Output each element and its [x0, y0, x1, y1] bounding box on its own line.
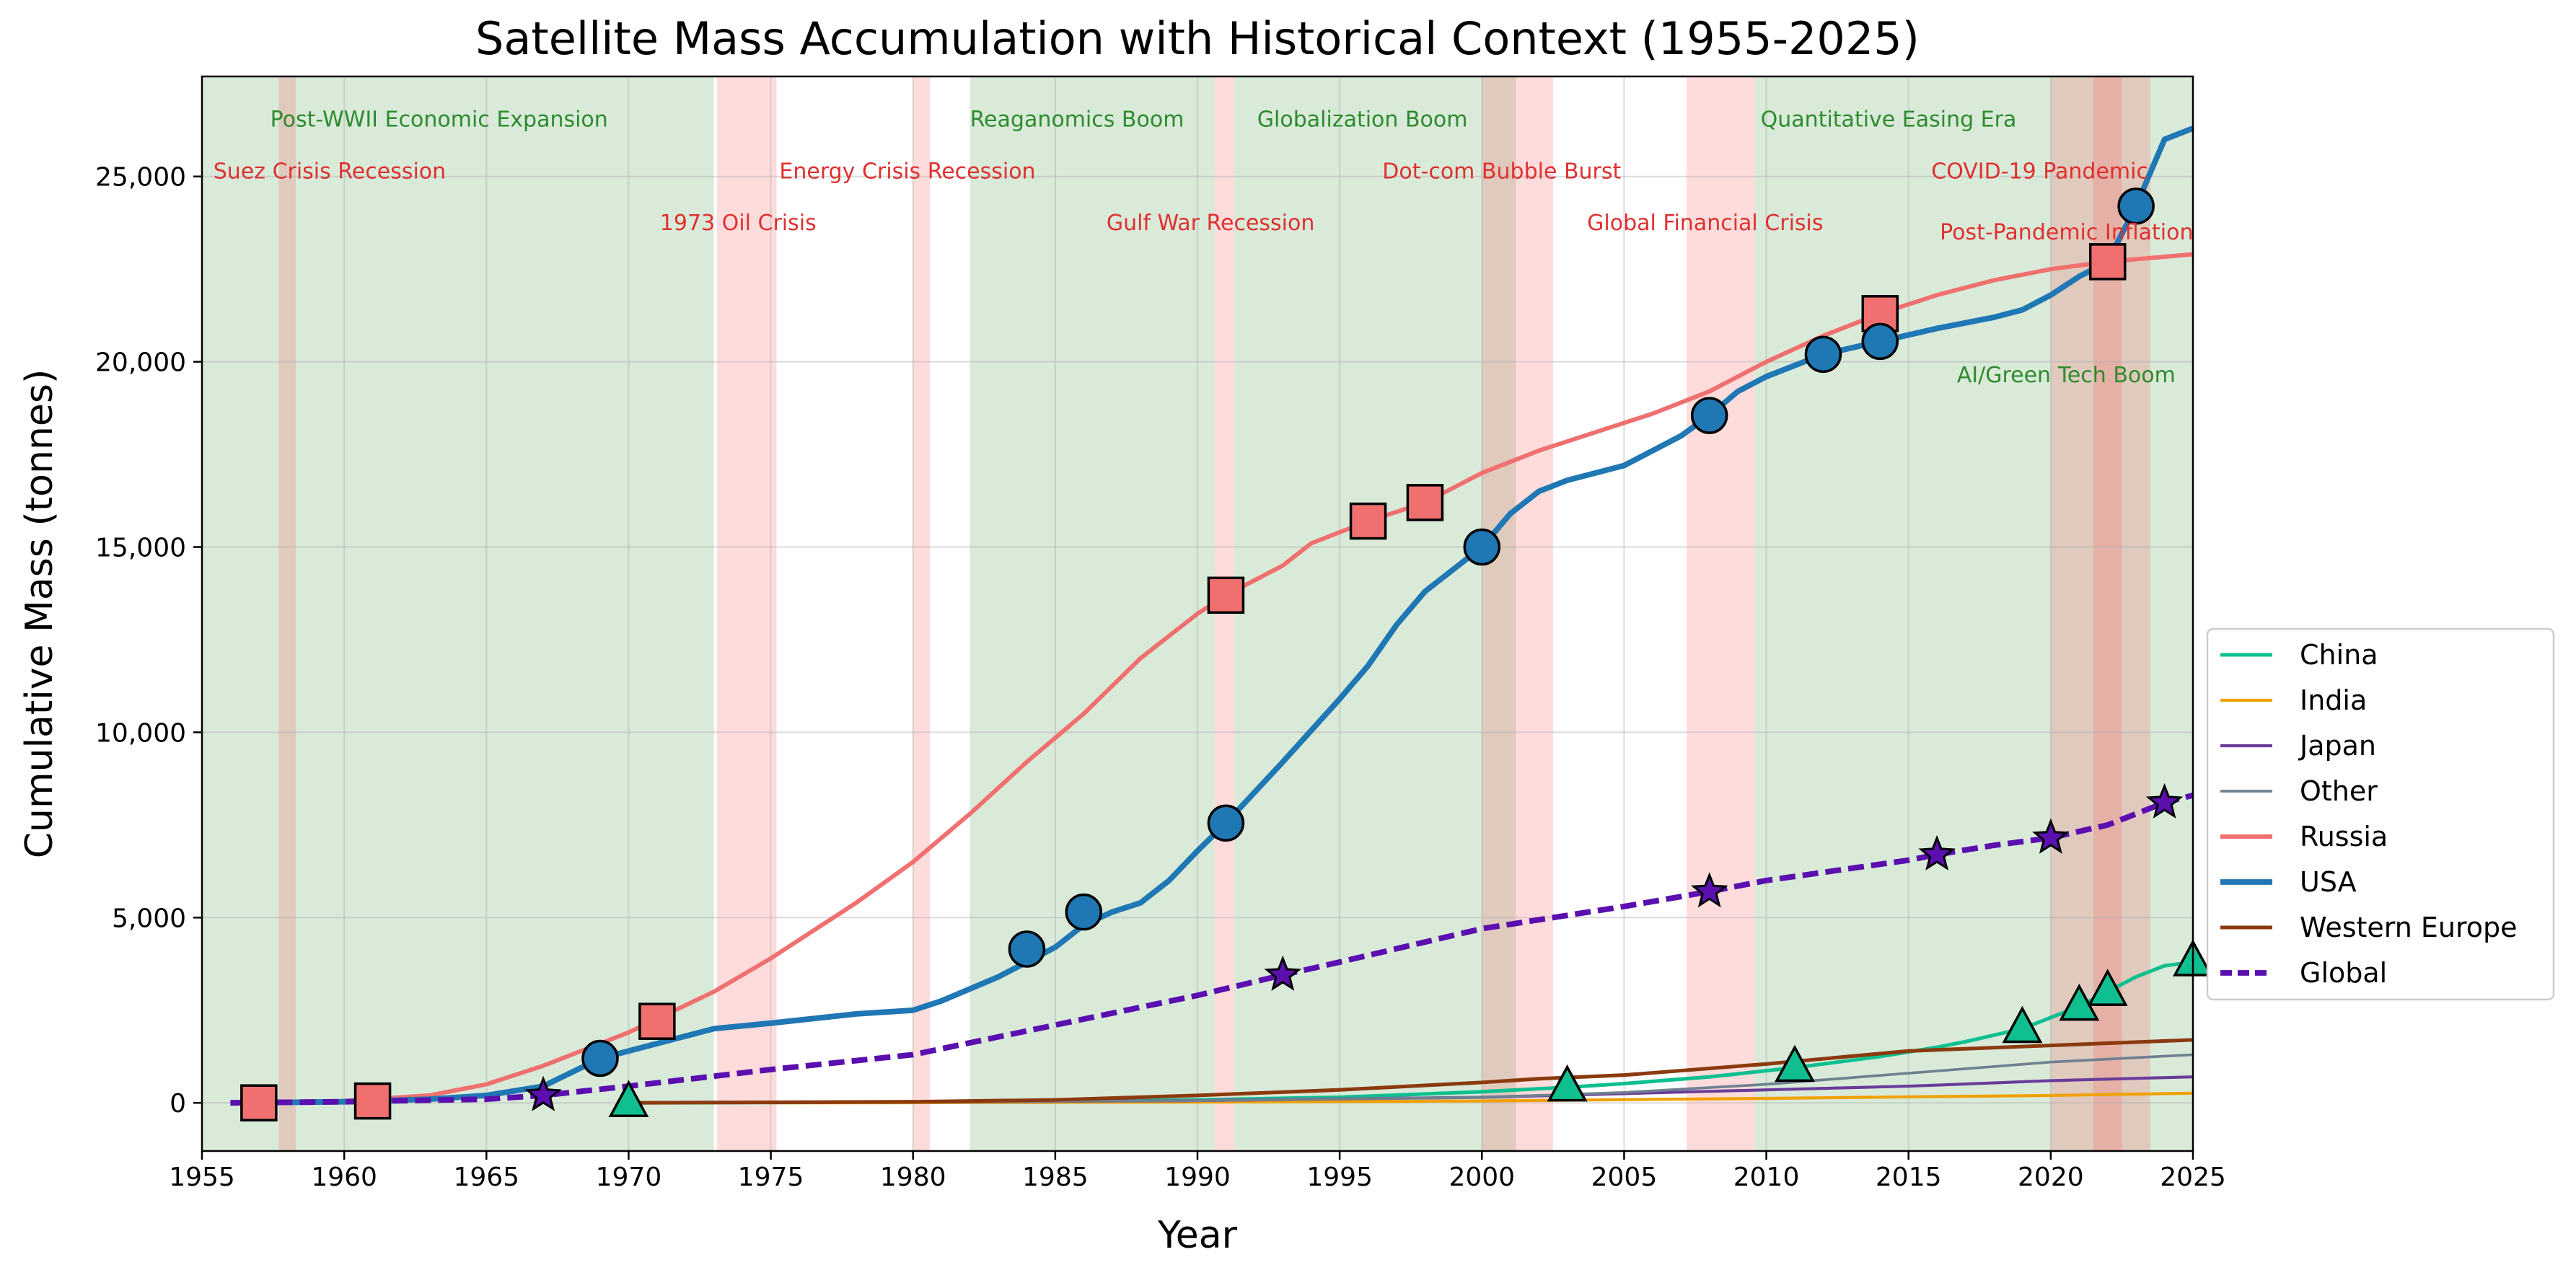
x-tick-label: 1990 [1164, 1163, 1231, 1192]
x-tick-label: 1975 [738, 1163, 804, 1192]
marker-china [2087, 969, 2128, 1006]
legend-box [2206, 627, 2555, 1001]
x-tick-label: 2020 [2018, 1163, 2084, 1192]
marker-global [2145, 782, 2184, 819]
y-tick-label: 15,000 [95, 534, 186, 563]
marker-usa [1207, 804, 1245, 842]
period-label-quantitative-easing-era: Quantitative Easing Era [1761, 107, 2017, 132]
marker-usa [2117, 188, 2155, 225]
marker-china [2002, 1005, 2043, 1044]
period-label-energy-crisis-recession: Energy Crisis Recession [779, 159, 1035, 184]
period-label-post-pandemic-inflation: Post-Pandemic Inflation [1940, 220, 2193, 245]
marker-usa [581, 1039, 619, 1077]
legend-label-usa: USA [2300, 866, 2357, 898]
x-tick-label: 1960 [311, 1163, 377, 1192]
x-tick-label: 1970 [596, 1163, 662, 1192]
marker-usa [1463, 528, 1501, 566]
period-band-1973-oil-crisis [716, 76, 777, 1151]
period-band-reaganomics-boom [970, 76, 1215, 1151]
period-band-post-wwii-economic-expansion [202, 76, 714, 1151]
period-label-post-wwii-economic-expansion: Post-WWII Economic Expansion [271, 107, 608, 132]
y-tick-label: 25,000 [95, 163, 186, 193]
marker-russia [1349, 502, 1387, 540]
marker-china [1775, 1044, 1815, 1083]
x-tick-label: 2025 [2160, 1163, 2226, 1192]
marker-global [1264, 955, 1302, 991]
marker-russia [353, 1082, 392, 1120]
marker-usa [1065, 893, 1103, 931]
legend-label-western-europe: Western Europe [2300, 912, 2518, 943]
marker-russia [1207, 576, 1245, 614]
marker-china [2059, 983, 2100, 1021]
legend-label-other: Other [2300, 775, 2378, 807]
period-label-1973-oil-crisis: 1973 Oil Crisis [660, 211, 817, 236]
period-label-reaganomics-boom: Reaganomics Boom [970, 107, 1184, 132]
period-band-suez-crisis-recession [278, 76, 296, 1151]
period-label-dot-com-bubble-burst: Dot-com Bubble Burst [1382, 159, 1621, 184]
period-labels: Post-WWII Economic Expansion Suez Crisis … [214, 107, 2194, 388]
y-tick-label: 10,000 [95, 718, 186, 748]
marker-usa [1690, 397, 1728, 434]
period-band-quantitative-easing-era [1754, 76, 2051, 1151]
x-tick-label: 1985 [1022, 1163, 1089, 1192]
period-label-suez-crisis-recession: Suez Crisis Recession [214, 159, 446, 184]
period-band-global-financial-crisis [1687, 76, 1755, 1151]
marker-china [608, 1080, 649, 1117]
marker-global [1918, 834, 1956, 870]
marker-global [2032, 818, 2070, 854]
period-bands [202, 76, 2193, 1151]
marker-russia [240, 1084, 278, 1121]
marker-global [524, 1075, 562, 1111]
marker-russia [2088, 243, 2127, 281]
x-tick-label: 1965 [453, 1163, 519, 1192]
legend-label-china: China [2300, 639, 2378, 671]
marker-global [1690, 872, 1728, 908]
x-tick-label: 1955 [169, 1163, 235, 1192]
series-line-western-europe [628, 1038, 2194, 1105]
legend-label-india: India [2300, 684, 2367, 716]
period-label-ai-green-tech-boom: AI/Green Tech Boom [1957, 363, 2176, 388]
period-label-gulf-war-recession: Gulf War Recession [1107, 211, 1315, 236]
period-label-covid-19-pandemic: COVID-19 Pandemic [1931, 159, 2148, 184]
series-line-usa [230, 125, 2194, 1106]
legend: China India Japan Other Russia USA Western Eur… [2206, 627, 2555, 1001]
period-label-global-financial-crisis: Global Financial Crisis [1587, 211, 1823, 236]
y-tick-label: 20,000 [95, 348, 186, 378]
axis-ticks: 1955 1960 1965 1970 1975 1980 1985 1990 1995 2000… [95, 163, 2226, 1192]
y-axis-label: Cumulative Mass (tonnes) [18, 369, 61, 859]
marker-china [1547, 1064, 1588, 1102]
x-tick-label: 1980 [880, 1163, 946, 1192]
legend-label-russia: Russia [2300, 821, 2388, 852]
period-band-globalization-boom [1234, 76, 1516, 1151]
marker-usa [1861, 322, 1899, 361]
marker-russia [1406, 484, 1444, 521]
x-tick-label: 2000 [1449, 1163, 1515, 1192]
legend-label-global: Global [2300, 957, 2387, 989]
legend-label-japan: Japan [2298, 730, 2376, 762]
period-band-energy-crisis-recession [913, 76, 931, 1151]
y-tick-label: 0 [170, 1089, 186, 1119]
x-tick-label: 2010 [1733, 1163, 1800, 1192]
period-label-globalization-boom: Globalization Boom [1257, 107, 1468, 132]
marker-russia [638, 1002, 676, 1040]
series-line-global [230, 793, 2194, 1106]
period-band-dot-com-bubble-burst [1482, 76, 1553, 1151]
x-tick-label: 2015 [1876, 1163, 1942, 1192]
marker-usa [1008, 930, 1046, 968]
marker-usa [1804, 335, 1842, 374]
y-tick-label: 5,000 [112, 904, 186, 933]
x-tick-label: 1995 [1306, 1163, 1373, 1192]
x-tick-label: 2005 [1591, 1163, 1658, 1192]
chart-title: Satellite Mass Accumulation with Histori… [475, 12, 1920, 65]
series-markers [240, 188, 2213, 1121]
x-axis-label: Year [1157, 1214, 1238, 1257]
